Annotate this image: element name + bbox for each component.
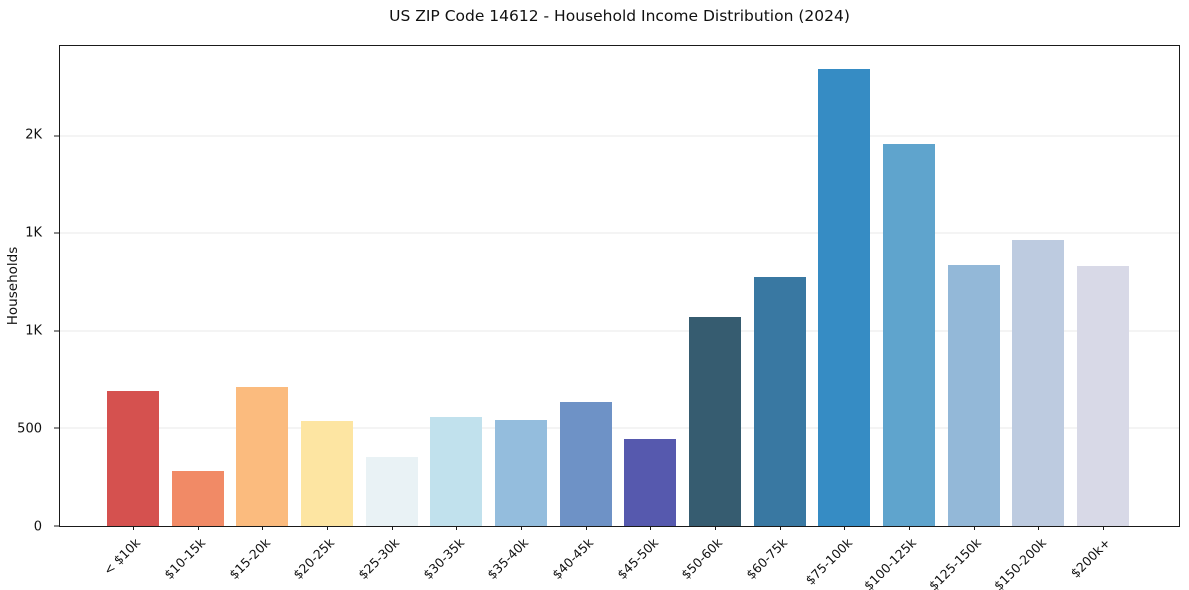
bar-group: $150-200k: [991, 46, 1065, 590]
bar-group: $10-15k: [161, 46, 224, 582]
x-tick-label: $200k+: [1067, 535, 1114, 581]
y-axis-tick-labels: 0 500 1K 1K 2K: [0, 45, 52, 534]
bar-group: $30-35k: [420, 46, 483, 582]
x-tick-label: $75-100k: [802, 535, 855, 588]
x-tick-mark: [908, 526, 910, 530]
x-tick-label: $50-60k: [678, 535, 726, 583]
y-tick-label: 1K: [25, 323, 42, 339]
bar: [236, 387, 289, 526]
bar: [430, 416, 483, 526]
x-tick-label: $35-40k: [484, 535, 532, 583]
x-tick-label: $100-125k: [861, 535, 920, 590]
x-tick-mark: [973, 526, 975, 530]
y-tick-mark: [54, 525, 59, 527]
bar: [300, 420, 353, 526]
y-tick-mark: [54, 135, 59, 137]
gridline: [60, 135, 1179, 137]
x-tick-mark: [326, 526, 328, 530]
x-tick-mark: [262, 526, 264, 530]
y-tick-marks-layer: [54, 46, 1179, 527]
bar-group: $35-40k: [485, 46, 547, 582]
x-tick-label: $45-50k: [613, 535, 661, 583]
bar: [1076, 265, 1129, 526]
gridline: [60, 232, 1179, 234]
bar: [818, 69, 871, 526]
bar-group: $45-50k: [614, 46, 677, 582]
x-tick-mark: [197, 526, 199, 530]
x-tick-mark: [779, 526, 781, 530]
y-tick-label: 2K: [25, 127, 42, 143]
x-tick-mark: [456, 526, 458, 530]
bar-group: $200k+: [1068, 46, 1129, 581]
bar: [559, 402, 612, 526]
bar-group: $50-60k: [678, 46, 741, 582]
y-tick-label: 500: [17, 421, 42, 437]
bar: [624, 439, 677, 526]
bar-group: < $10k: [101, 46, 159, 578]
y-tick-label: 1K: [25, 225, 42, 241]
bar: [947, 264, 1000, 526]
bar-group: $40-45k: [549, 46, 612, 582]
x-tick-label: $15-20k: [225, 535, 273, 583]
gridlines-layer: [60, 46, 1179, 526]
chart-title: US ZIP Code 14612 - Household Income Dis…: [389, 7, 850, 25]
bar: [688, 317, 741, 526]
y-tick-mark: [54, 232, 59, 234]
y-tick-mark: [54, 330, 59, 332]
x-tick-mark: [650, 526, 652, 530]
bar-group: $20-25k: [291, 46, 353, 582]
x-tick-label: $30-35k: [419, 535, 467, 583]
bar: [494, 419, 547, 526]
bar-group: $75-100k: [802, 46, 871, 588]
x-tick-label: < $10k: [100, 535, 144, 578]
x-tick-mark: [133, 526, 134, 530]
bar: [1012, 240, 1065, 526]
x-tick-mark: [585, 526, 587, 530]
bar-group: $125-150k: [926, 46, 1000, 590]
plot-area: < $10k $10-15k $15-20k $20-25k $25-30k $30-35…: [54, 45, 1180, 590]
x-tick-mark: [714, 526, 716, 530]
bar: [171, 471, 224, 526]
bars-layer: < $10k $10-15k $15-20k $20-25k $25-30k $30-35…: [60, 46, 1179, 590]
gridline: [60, 330, 1179, 332]
bar: [882, 143, 935, 526]
bar-group: $15-20k: [226, 46, 289, 582]
x-tick-mark: [844, 526, 846, 530]
x-tick-label: $10-15k: [161, 535, 209, 583]
x-tick-label: $25-30k: [355, 535, 403, 583]
x-tick-label: $125-150k: [925, 535, 985, 590]
bar: [107, 391, 159, 526]
x-tick-label: $40-45k: [549, 535, 597, 583]
y-tick-label: 0: [33, 519, 42, 535]
gridline: [60, 427, 1179, 429]
y-tick-mark: [54, 427, 59, 429]
x-tick-mark: [1038, 526, 1040, 530]
x-tick-label: $150-200k: [990, 535, 1049, 590]
x-tick-mark: [1102, 526, 1104, 530]
bar: [753, 277, 806, 526]
x-tick-label: $60-75k: [743, 535, 791, 583]
bar-group: $25-30k: [355, 46, 418, 582]
bar-group: $100-125k: [861, 46, 935, 590]
bar-group: $60-75k: [743, 46, 806, 582]
x-tick-mark: [520, 526, 522, 530]
x-tick-label: $20-25k: [290, 535, 338, 583]
bar: [365, 456, 418, 526]
x-tick-mark: [391, 526, 393, 530]
